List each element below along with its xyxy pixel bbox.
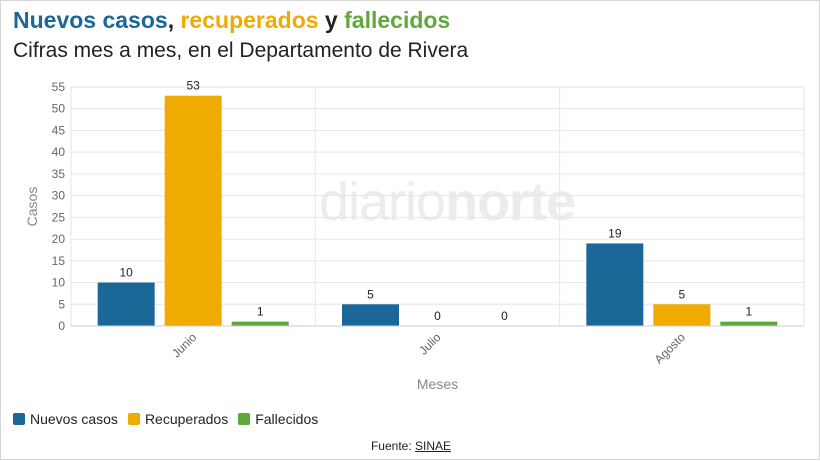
- watermark-logo: diarionorte: [319, 172, 576, 232]
- y-tick-label: 0: [58, 319, 65, 333]
- bar: [342, 304, 399, 326]
- y-tick-label: 5: [58, 297, 65, 311]
- x-axis-title: Meses: [417, 376, 458, 392]
- y-tick-label: 40: [52, 145, 66, 159]
- chart-subtitle: Cifras mes a mes, en el Departamento de …: [13, 39, 469, 62]
- title-separator: ,: [167, 7, 181, 33]
- data-label: 0: [434, 309, 441, 323]
- legend-label: Nuevos casos: [30, 411, 118, 427]
- title-recovered: recuperados: [180, 7, 319, 33]
- bar: [164, 95, 222, 326]
- y-axis-title: Casos: [24, 187, 40, 227]
- bar: [653, 304, 711, 326]
- source-note: Fuente: SINAE: [1, 439, 820, 453]
- x-tick-label: Julio: [416, 330, 444, 358]
- legend-swatch: [238, 413, 251, 425]
- legend-item-recovered[interactable]: Recuperados: [127, 411, 229, 427]
- bar: [720, 321, 778, 326]
- y-tick-label: 55: [52, 80, 66, 94]
- data-label: 1: [257, 305, 264, 319]
- legend-item-deceased[interactable]: Fallecidos: [238, 411, 318, 427]
- source-label: Fuente:: [370, 439, 415, 453]
- data-label: 10: [119, 266, 133, 280]
- x-tick-label: Agosto: [652, 330, 689, 367]
- data-label: 19: [608, 226, 622, 240]
- bar: [231, 321, 289, 326]
- y-tick-label: 10: [52, 276, 66, 290]
- y-tick-label: 45: [52, 123, 66, 137]
- x-tick-label: Junio: [169, 330, 199, 360]
- title-separator: y: [318, 7, 345, 33]
- chart-title: Nuevos casos, recuperados y fallecidos: [13, 7, 450, 34]
- source-link[interactable]: SINAE: [415, 439, 452, 453]
- legend-label: Recuperados: [144, 411, 229, 427]
- y-tick-label: 35: [52, 167, 66, 181]
- legend-swatch: [13, 413, 25, 425]
- y-tick-label: 25: [52, 210, 66, 224]
- legend-swatch: [127, 413, 140, 425]
- title-deceased: fallecidos: [344, 7, 451, 33]
- y-tick-label: 15: [52, 254, 66, 268]
- y-tick-label: 50: [52, 102, 66, 116]
- data-label: 1: [745, 305, 752, 319]
- data-label: 0: [501, 309, 508, 323]
- data-label: 5: [678, 287, 685, 301]
- y-tick-label: 30: [52, 189, 66, 203]
- title-new-cases: Nuevos casos: [13, 7, 168, 33]
- bar: [97, 282, 155, 326]
- bar: [586, 243, 644, 326]
- data-label: 53: [186, 79, 200, 93]
- data-label: 5: [367, 287, 374, 301]
- legend-item-new-cases[interactable]: Nuevos casos: [13, 411, 118, 427]
- legend-label: Fallecidos: [255, 411, 319, 427]
- chart-legend: Nuevos casos Recuperados Fallecidos: [13, 411, 318, 427]
- y-tick-label: 20: [52, 232, 66, 246]
